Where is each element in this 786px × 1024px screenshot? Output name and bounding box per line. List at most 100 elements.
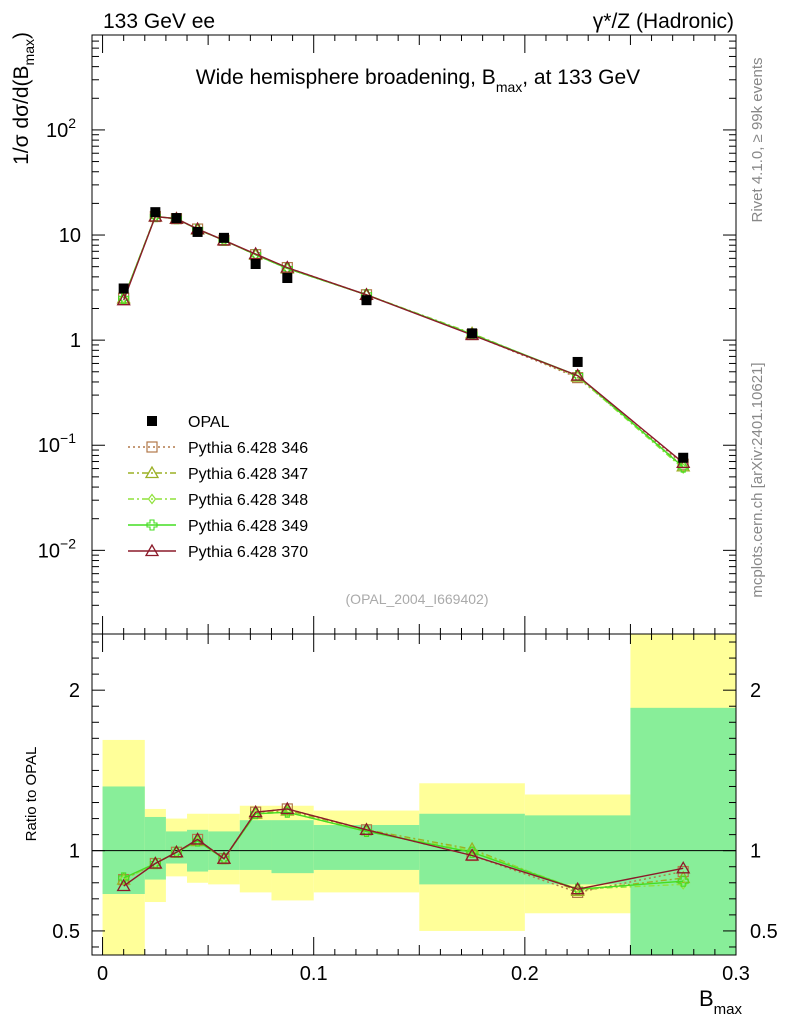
main-data-point-0 [118,283,129,294]
ratio-point-pythia-6-428-370-5 [248,804,263,818]
ratio-band-green-6 [271,820,314,874]
analysis-watermark: (OPAL_2004_I669402) [346,591,489,607]
main-y-axis-label: 1/σ dσ/d(Bmax) [10,32,37,165]
main-x-ticks [102,35,737,634]
ratio-plot-body [92,634,736,955]
main-ytick-label-4: 102 [46,115,76,142]
main-ytick-label-base-4: 10 [46,120,68,142]
legend-marker-pythia-6-428-348 [147,493,157,505]
main-data-point-10 [678,452,689,463]
main-legend: OPAL Pythia 6.428 346 Pythia 6.428 347 Pyth… [128,414,308,561]
ratio-point-pythia-6-428-349-3 [192,835,204,847]
legend-entry-pythia-6-428-349: Pythia 6.428 349 [128,518,308,535]
ratio-panel: 0.5 0.5 1 1 2 2 0 0.1 0.2 0.3 Ratio to OPAL Bmax [23,633,778,1018]
legend-marker-opal [147,416,157,426]
x-axis-label-main: B [699,986,714,1011]
main-data-point-2 [171,213,182,224]
x-axis-label-subscript: max [714,1001,743,1018]
main-data-point-3 [192,226,203,237]
legend-marker-pythia-6-428-347 [144,465,160,479]
main-ytick-label-exp-4: 2 [68,115,76,131]
ratio-band-green-1 [144,816,166,880]
header-right-label: γ*/Z (Hadronic) [593,10,734,33]
main-data-point-1 [150,207,161,218]
legend-marker-pythia-6-428-349 [146,519,158,531]
main-title-subscript: max [496,79,522,95]
main-y-axis-label-suffix: ) [10,32,33,39]
main-point-pythia-6-428-370-6 [280,260,295,273]
ratio-y-axis-label: Ratio to OPAL [23,747,40,842]
main-ytick-label-1: 10−1 [38,430,76,457]
main-point-pythia-6-428-370-9 [570,368,585,381]
main-title-tail: , at 133 GeV [522,66,640,89]
ratio-ytick-label-left-2: 2 [69,680,80,702]
ratio-band-green-9 [524,815,631,885]
ratio-point-pythia-6-428-347-8 [464,841,480,855]
ratio-point-pythia-6-428-370-10 [676,861,691,874]
ratio-frame [91,633,737,956]
x-tick-label-1: 0.1 [300,963,328,985]
ratio-ytick-label-right-2: 2 [750,680,761,702]
ratio-point-pythia-6-428-349-6 [281,806,293,818]
main-ytick-label-0: 10−2 [38,535,76,562]
ratio-band-green-7 [313,824,420,870]
ratio-point-pythia-6-428-348-0 [119,874,128,886]
ratio-band-green-10 [630,707,736,955]
legend-label-pythia-6-428-348: Pythia 6.428 348 [188,492,308,509]
ratio-point-pythia-6-428-370-9 [570,881,585,895]
main-series-opal [118,207,689,463]
rivet-version-label: Rivet 4.1.0, ≥ 99k events [749,58,766,223]
ratio-point-pythia-6-428-370-7 [359,822,374,835]
ratio-point-pythia-6-428-370-8 [464,848,480,861]
ratio-point-pythia-6-428-370-1 [148,856,163,869]
ratio-point-pythia-6-428-370-2 [169,844,184,858]
main-plot-body [116,207,691,475]
main-y-axis-label-prefix: 1/σ dσ/d(B [10,65,33,164]
legend-entry-pythia-6-428-370: Pythia 6.428 370 [128,543,308,561]
main-data-point-9 [572,356,583,367]
legend-entry-opal: OPAL [147,414,230,431]
ratio-point-pythia-6-428-349-7 [360,825,373,837]
main-data-point-7 [361,295,372,306]
ratio-ytick-label-right-0: 0.5 [750,921,778,943]
main-data-point-5 [250,259,261,270]
ratio-series-line-pythia-6-428-370 [123,808,684,890]
main-ytick-label-base-0: 10 [38,540,60,562]
header-left-label: 133 GeV ee [103,10,215,33]
legend-label-pythia-6-428-346: Pythia 6.428 346 [188,440,308,457]
ratio-series-pythia-6-428-370 [116,801,691,895]
main-ytick-label-2: 1 [70,330,81,352]
legend-marker-pythia-6-428-370 [144,543,160,557]
x-tick-label-3: 0.3 [722,963,750,985]
legend-entry-pythia-6-428-346: Pythia 6.428 346 [128,440,308,457]
x-axis-label: Bmax [699,986,743,1018]
main-ytick-label-base-1: 10 [38,435,60,457]
main-ytick-label-exp-0: −2 [60,535,76,551]
ratio-point-pythia-6-428-370-6 [280,801,295,815]
main-title-main: Wide hemisphere broadening, B [196,66,496,89]
ratio-point-pythia-6-428-347-10 [676,870,691,884]
x-tick-label-0: 0 [97,963,108,985]
main-point-pythia-6-428-370-5 [248,246,263,260]
main-data-point-4 [218,232,229,243]
main-ytick-label-exp-1: −1 [60,430,76,446]
x-tick-label-2: 0.2 [511,963,539,985]
ratio-ytick-label-right-1: 1 [750,841,761,863]
legend-label-pythia-6-428-349: Pythia 6.428 349 [188,518,308,535]
ratio-ytick-label-left-1: 1 [69,841,80,863]
legend-marker-pythia-6-428-346 [146,441,158,453]
ratio-point-pythia-6-428-349-10 [677,875,689,887]
ratio-point-pythia-6-428-349-8 [466,846,478,858]
legend-entry-pythia-6-428-347: Pythia 6.428 347 [128,465,308,483]
main-data-point-8 [467,328,478,339]
main-data-point-6 [282,273,293,284]
legend-label-pythia-6-428-370: Pythia 6.428 370 [188,544,308,561]
main-y-axis-label-subscript: max [21,39,37,65]
main-point-pythia-6-428-370-0 [116,292,131,306]
main-ytick-label-3: 10 [59,225,81,247]
mcplots-reference-label: mcplots.cern.ch [arXiv:2401.10621] [749,362,766,597]
legend-entry-pythia-6-428-348: Pythia 6.428 348 [128,492,308,509]
